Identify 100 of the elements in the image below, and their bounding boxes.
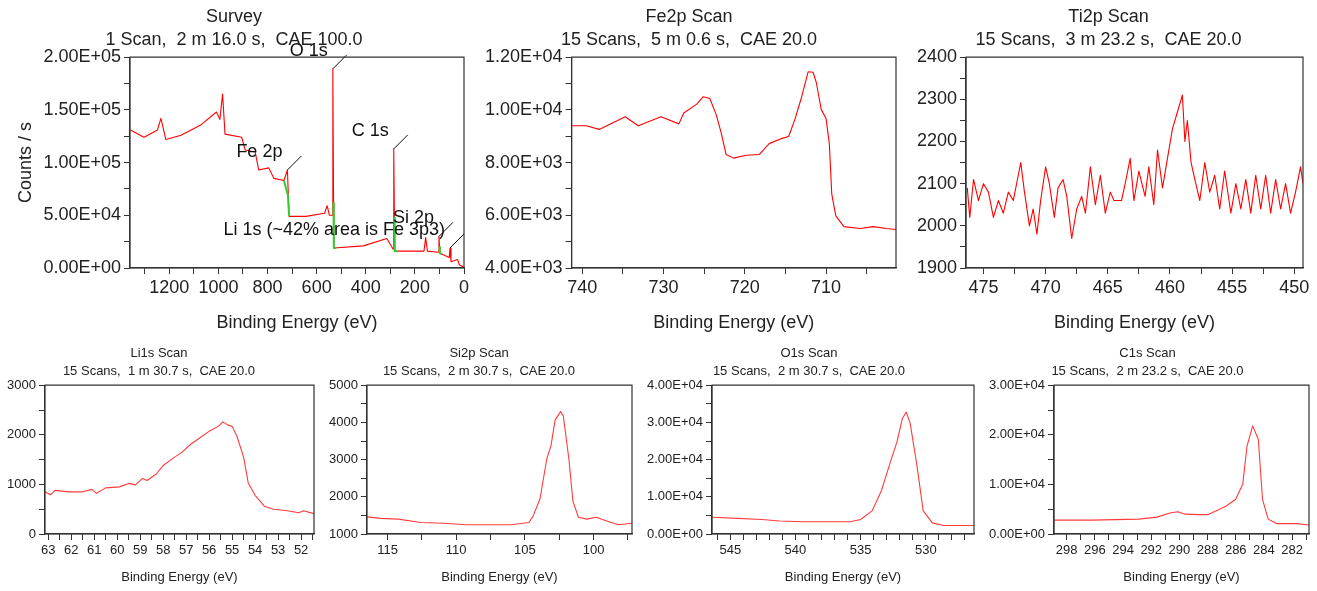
x-tick-label: 62 xyxy=(63,542,79,558)
y-tick-label: 1.20E+04 xyxy=(484,46,563,67)
annotation: C 1s xyxy=(351,119,389,140)
x-tick-label: 56 xyxy=(201,542,217,558)
y-tick-label: 6.00E+03 xyxy=(484,204,563,225)
x-tick-label: 59 xyxy=(132,542,148,558)
y-tick-label: 1900 xyxy=(917,256,958,277)
x-tick-label: 61 xyxy=(86,542,102,558)
x-tick-label: 530 xyxy=(914,542,937,558)
y-tick-label: 0 xyxy=(28,525,36,541)
x-tick-label: 288 xyxy=(1196,542,1219,558)
chart-subtitle: 15 Scans, 5 m 0.6 s, CAE 20.0 xyxy=(560,29,818,50)
x-tick-label: 200 xyxy=(399,276,430,297)
x-axis-title: Binding Energy (eV) xyxy=(784,568,902,584)
x-tick-label: 298 xyxy=(1055,542,1078,558)
y-tick-label: 1.00E+05 xyxy=(43,151,121,172)
x-tick-label: 545 xyxy=(719,542,742,558)
y-tick-label: 3.00E+04 xyxy=(646,413,704,429)
x-axis-title: Binding Energy (eV) xyxy=(1053,312,1216,333)
x-axis-title: Binding Energy (eV) xyxy=(1123,568,1240,584)
y-tick-label: 1000 xyxy=(7,475,36,491)
y-tick-label: 1.50E+05 xyxy=(43,98,121,119)
chart-subtitle: 15 Scans, 2 m 30.7 s, CAE 20.0 xyxy=(382,362,576,378)
x-tick-label: 0 xyxy=(458,276,470,297)
y-tick-label: 1.00E+04 xyxy=(646,488,704,504)
x-tick-label: 800 xyxy=(252,276,283,297)
x-tick-label: 282 xyxy=(1281,542,1303,558)
chart-subtitle: 15 Scans, 2 m 30.7 s, CAE 20.0 xyxy=(712,362,906,378)
x-tick-label: 105 xyxy=(514,542,536,558)
x-axis-title: Binding Energy (eV) xyxy=(441,568,558,584)
chart-subtitle: 15 Scans, 1 m 30.7 s, CAE 20.0 xyxy=(62,362,256,378)
x-tick-label: 296 xyxy=(1084,542,1106,558)
x-tick-label: 460 xyxy=(1154,276,1185,297)
x-tick-label: 110 xyxy=(445,542,467,558)
y-tick-label: 2000 xyxy=(917,214,958,235)
chart-subtitle: 15 Scans, 2 m 23.2 s, CAE 20.0 xyxy=(1051,362,1244,378)
y-tick-label: 4.00E+04 xyxy=(646,376,704,392)
y-tick-label: 1.00E+04 xyxy=(988,475,1046,491)
x-tick-label: 292 xyxy=(1140,542,1163,558)
y-tick-label: 0.00E+00 xyxy=(646,525,704,541)
y-tick-label: 1.00E+04 xyxy=(484,98,563,119)
x-tick-label: 115 xyxy=(377,542,398,558)
y-tick-label: 1000 xyxy=(329,525,358,541)
x-tick-label: 55 xyxy=(224,542,240,558)
chart-subtitle: 15 Scans, 3 m 23.2 s, CAE 20.0 xyxy=(975,29,1242,50)
y-tick-label: 2.00E+04 xyxy=(646,451,704,467)
x-tick-label: 465 xyxy=(1092,276,1123,297)
y-tick-label: 5.00E+04 xyxy=(43,204,121,225)
x-tick-label: 1000 xyxy=(198,276,239,297)
x-tick-label: 286 xyxy=(1224,542,1247,558)
y-tick-label: 5000 xyxy=(329,376,358,392)
y-tick-label: 0.00E+00 xyxy=(988,525,1046,541)
x-tick-label: 535 xyxy=(849,542,872,558)
chart-title: C1s Scan xyxy=(1119,345,1176,361)
x-tick-label: 600 xyxy=(301,276,332,297)
x-tick-label: 470 xyxy=(1030,276,1061,297)
y-tick-label: 3000 xyxy=(329,451,358,467)
x-axis-title: Binding Energy (eV) xyxy=(121,568,238,584)
x-tick-label: 63 xyxy=(40,542,56,558)
chart-title: Fe2p Scan xyxy=(645,5,733,26)
y-tick-label: 2200 xyxy=(917,130,958,151)
x-tick-label: 455 xyxy=(1217,276,1248,297)
x-tick-label: 450 xyxy=(1279,276,1310,297)
x-axis-title: Binding Energy (eV) xyxy=(216,312,378,333)
x-tick-label: 53 xyxy=(270,542,286,558)
x-tick-label: 54 xyxy=(247,542,263,558)
y-tick-label: 3.00E+04 xyxy=(988,376,1046,392)
y-tick-label: 8.00E+03 xyxy=(484,151,563,172)
y-tick-label: 2.00E+04 xyxy=(988,426,1046,442)
y-tick-label: 4000 xyxy=(329,413,358,429)
y-tick-label: 2400 xyxy=(917,46,958,67)
chart-title: O1s Scan xyxy=(780,345,838,361)
y-tick-label: 0.00E+00 xyxy=(43,256,121,277)
x-tick-label: 1200 xyxy=(149,276,190,297)
y-axis-title: Counts / s xyxy=(14,122,35,204)
y-tick-label: 4.00E+03 xyxy=(484,256,563,277)
chart-title: Survey xyxy=(205,5,263,26)
y-tick-label: 2100 xyxy=(917,172,958,193)
x-tick-label: 60 xyxy=(109,542,125,558)
x-tick-label: 294 xyxy=(1112,542,1134,558)
y-tick-label: 2000 xyxy=(329,488,358,504)
y-tick-label: 2300 xyxy=(917,88,958,109)
x-tick-label: 57 xyxy=(178,542,194,558)
x-tick-label: 720 xyxy=(729,276,760,297)
chart-title: Si2p Scan xyxy=(449,345,509,361)
y-tick-label: 2000 xyxy=(7,426,36,442)
x-tick-label: 400 xyxy=(350,276,381,297)
x-tick-label: 540 xyxy=(784,542,807,558)
x-tick-label: 730 xyxy=(648,276,679,297)
x-axis-title: Binding Energy (eV) xyxy=(653,312,815,333)
x-tick-label: 284 xyxy=(1253,542,1275,558)
x-tick-label: 475 xyxy=(968,276,999,297)
y-tick-label: 2.00E+05 xyxy=(43,46,121,67)
x-tick-label: 740 xyxy=(567,276,598,297)
y-tick-label: 3000 xyxy=(7,376,36,392)
x-tick-label: 52 xyxy=(293,542,309,558)
x-tick-label: 290 xyxy=(1168,542,1191,558)
x-tick-label: 58 xyxy=(155,542,171,558)
chart-title: Ti2p Scan xyxy=(1068,5,1149,26)
x-tick-label: 100 xyxy=(582,542,605,558)
